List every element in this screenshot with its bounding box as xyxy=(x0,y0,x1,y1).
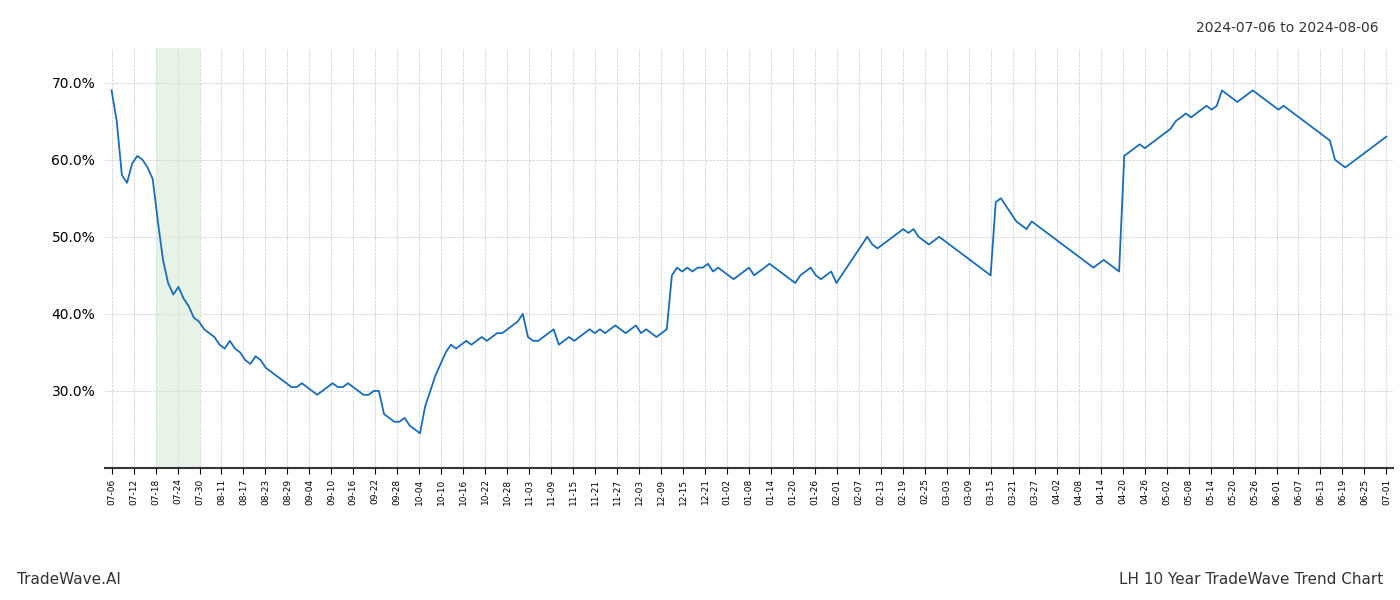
Text: 2024-07-06 to 2024-08-06: 2024-07-06 to 2024-08-06 xyxy=(1197,21,1379,35)
Text: LH 10 Year TradeWave Trend Chart: LH 10 Year TradeWave Trend Chart xyxy=(1119,572,1383,587)
Text: TradeWave.AI: TradeWave.AI xyxy=(17,572,120,587)
Bar xyxy=(155,48,200,468)
